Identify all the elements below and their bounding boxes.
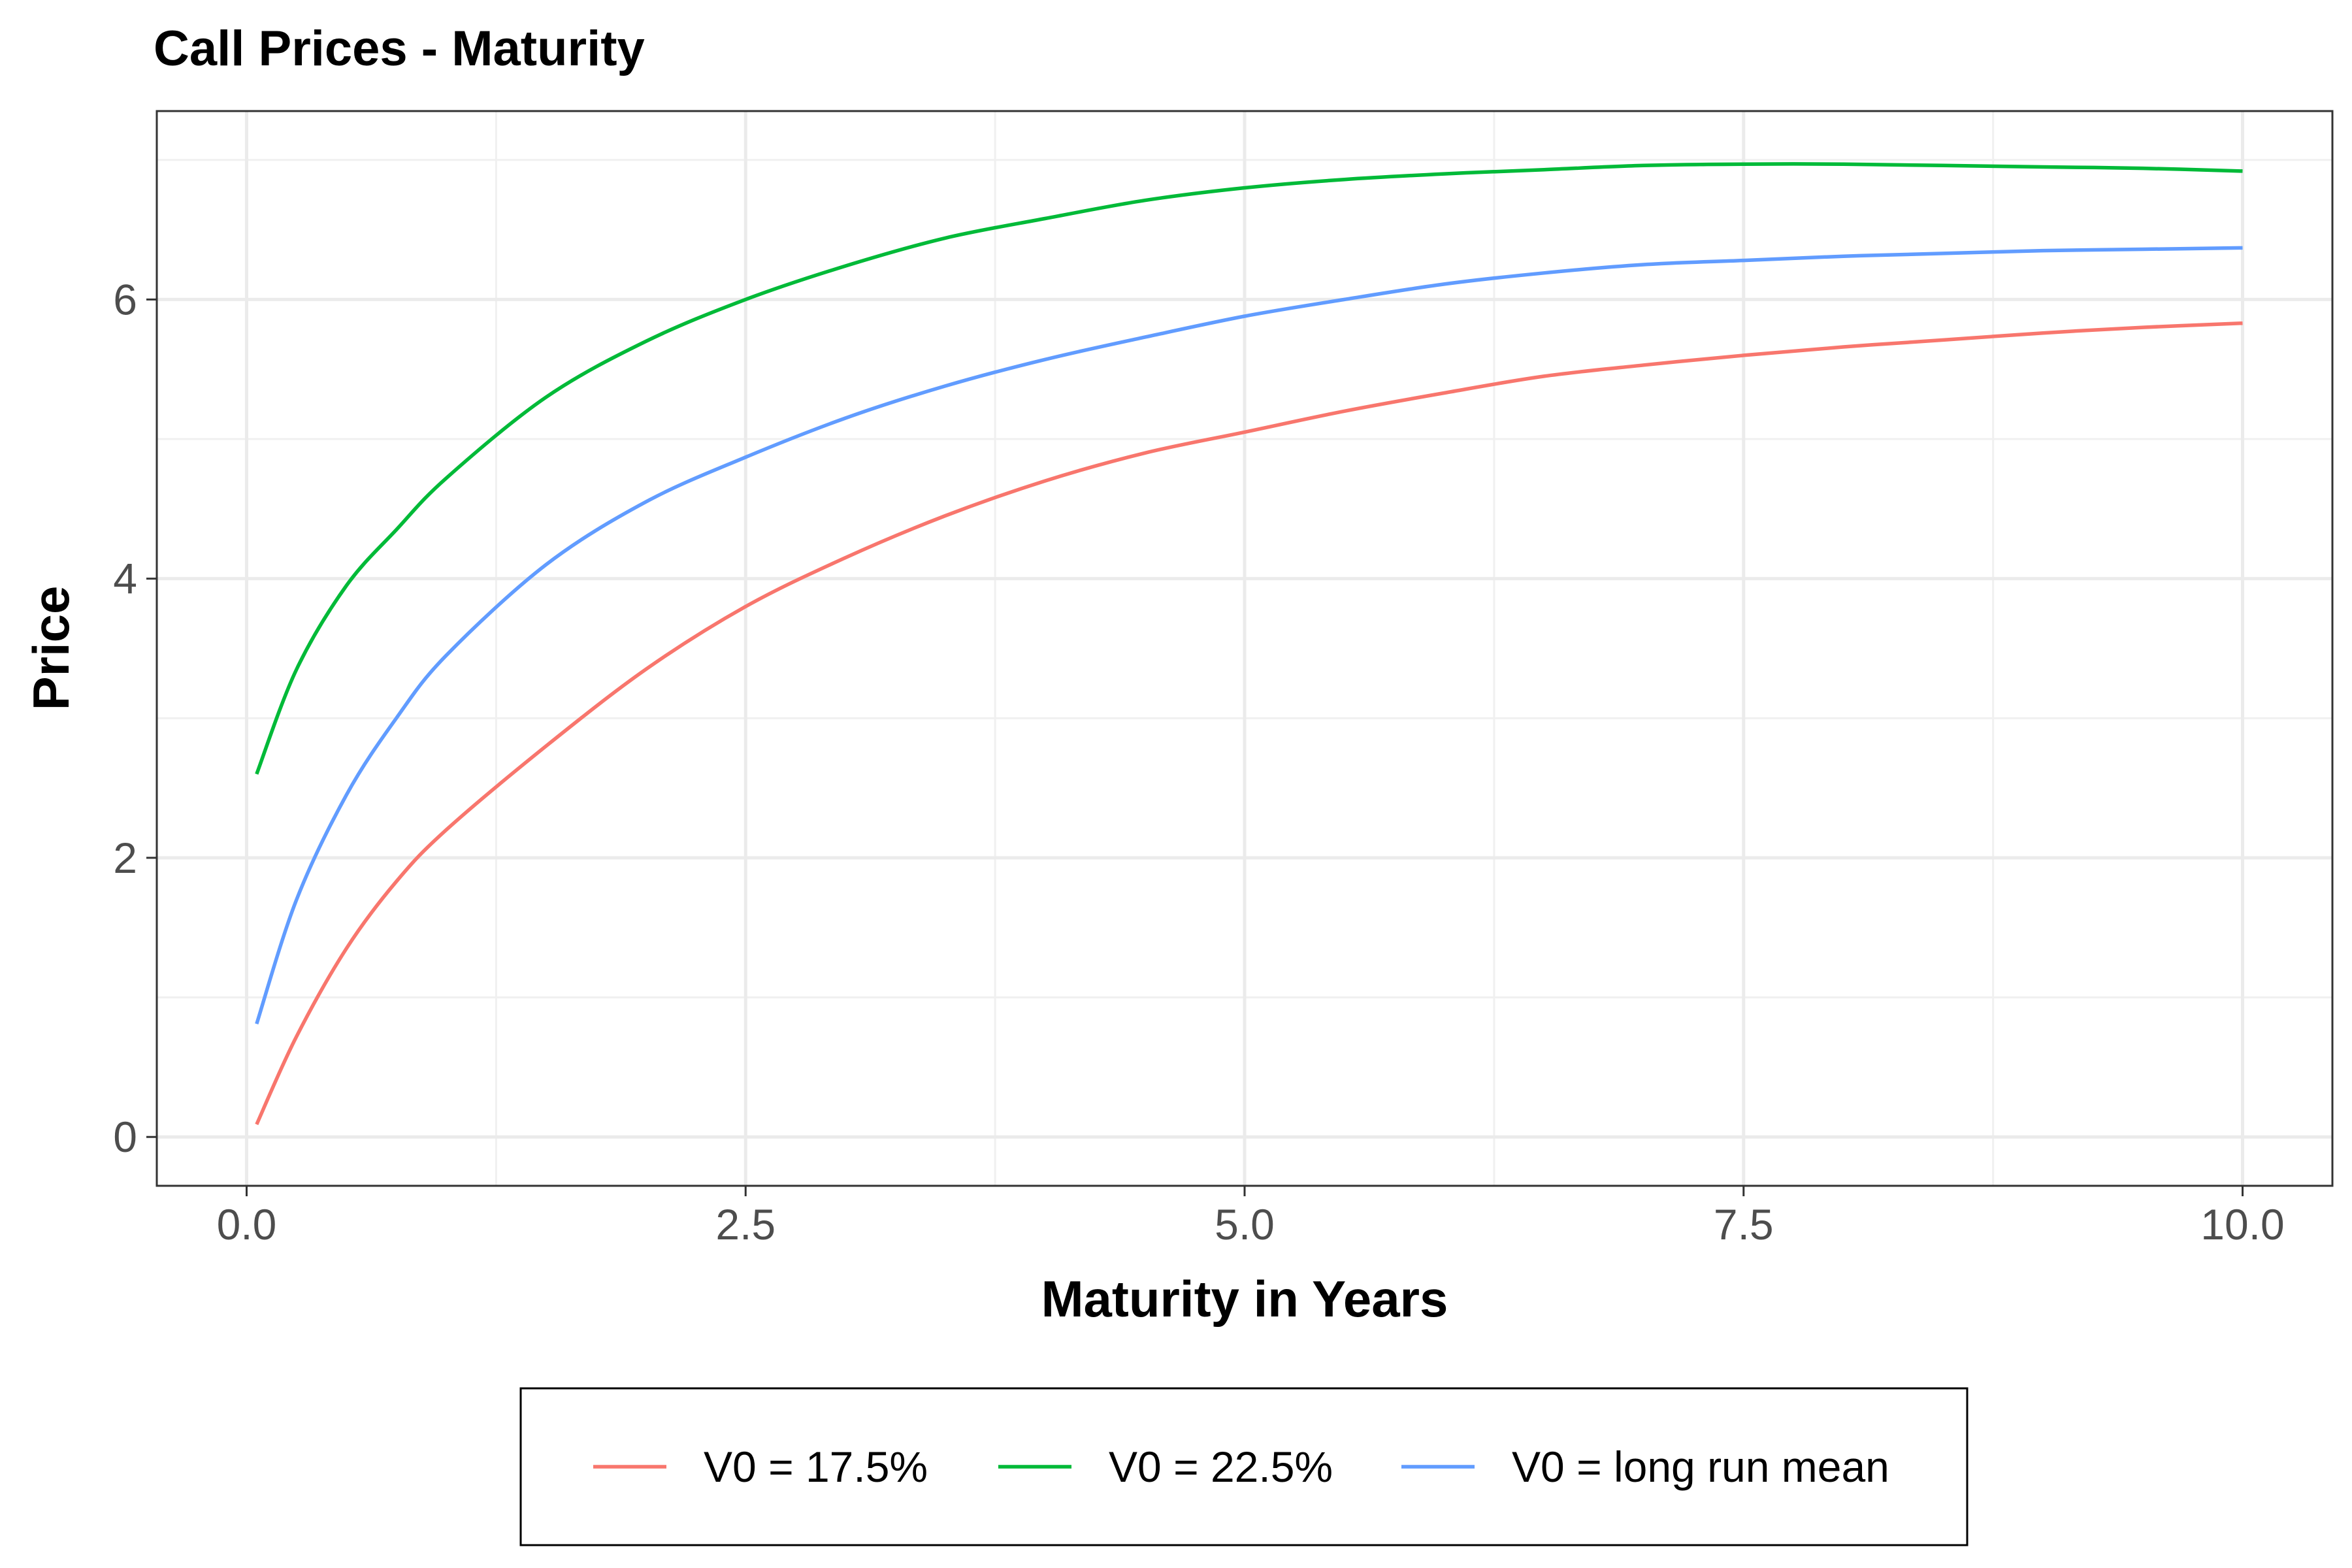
x-axis-title: Maturity in Years bbox=[1041, 1270, 1448, 1328]
legend: V0 = 17.5% V0 = 22.5% V0 = long run mean bbox=[519, 1387, 1968, 1546]
x-tick-label: 10.0 bbox=[2200, 1200, 2284, 1249]
legend-label-v0-17-5: V0 = 17.5% bbox=[704, 1443, 928, 1491]
series-layer bbox=[255, 162, 2243, 1126]
x-tick-label: 0.0 bbox=[217, 1200, 277, 1249]
y-tick-label: 2 bbox=[113, 834, 137, 882]
series-line-v0-17-5 bbox=[255, 321, 2243, 1126]
axis-tick-labels: 0.0 2.5 5.0 7.5 10.0 0 2 4 6 bbox=[113, 275, 2284, 1249]
legend-items: V0 = 17.5% V0 = 22.5% V0 = long run mean bbox=[593, 1443, 1889, 1491]
x-tick-label: 7.5 bbox=[1714, 1200, 1774, 1249]
legend-box bbox=[519, 1387, 1968, 1546]
x-tick-label: 5.0 bbox=[1215, 1200, 1275, 1249]
x-tick-label: 2.5 bbox=[715, 1200, 776, 1249]
y-tick-label: 0 bbox=[113, 1113, 137, 1161]
series-line-v0-long-run-mean bbox=[255, 246, 2243, 1025]
grid-major bbox=[157, 111, 2332, 1186]
axis-ticks bbox=[146, 298, 2244, 1196]
legend-label-v0-22-5: V0 = 22.5% bbox=[1109, 1443, 1333, 1491]
legend-label-v0-long-run-mean: V0 = long run mean bbox=[1512, 1443, 1889, 1491]
y-axis-title: Price bbox=[22, 586, 80, 711]
series-line-v0-22-5 bbox=[255, 162, 2243, 775]
y-tick-label: 6 bbox=[113, 275, 137, 323]
y-tick-label: 4 bbox=[113, 555, 137, 603]
chart-title: Call Prices - Maturity bbox=[154, 21, 645, 76]
